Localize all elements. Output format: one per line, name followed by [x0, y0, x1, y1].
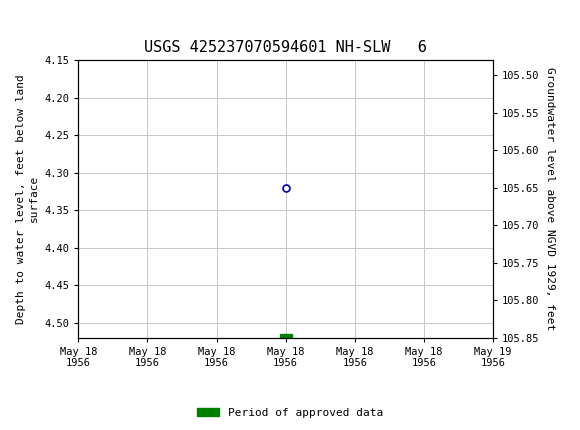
Y-axis label: Groundwater level above NGVD 1929, feet: Groundwater level above NGVD 1929, feet	[545, 67, 555, 331]
Text: USGS: USGS	[102, 13, 161, 32]
Legend: Period of approved data: Period of approved data	[193, 403, 387, 422]
Title: USGS 425237070594601 NH-SLW   6: USGS 425237070594601 NH-SLW 6	[144, 40, 427, 55]
Y-axis label: Depth to water level, feet below land
surface: Depth to water level, feet below land su…	[16, 74, 39, 324]
Bar	[280, 334, 292, 341]
